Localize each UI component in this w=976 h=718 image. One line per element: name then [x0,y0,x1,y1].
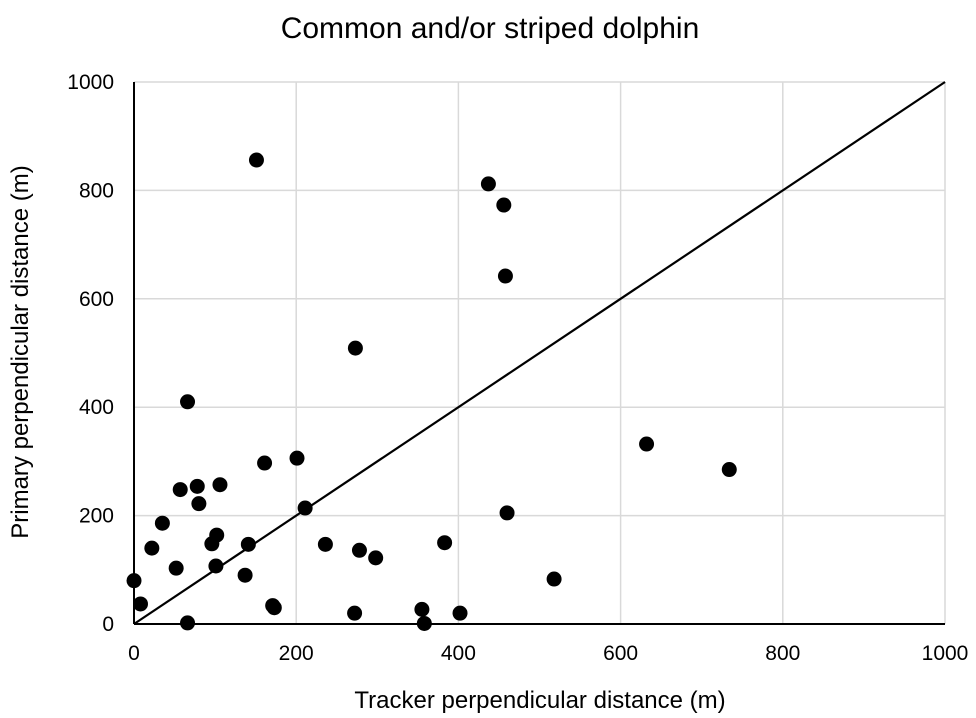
data-points [126,152,737,631]
data-point [414,601,430,617]
data-point [497,268,513,284]
x-tick-label: 200 [279,642,314,665]
data-point [126,573,142,589]
data-point [416,615,432,631]
data-point [172,482,188,498]
reference-line [133,81,946,625]
data-point [240,536,256,552]
data-point [248,152,264,168]
data-point [289,450,305,466]
data-point [154,515,170,531]
data-point [499,505,515,521]
data-point [212,477,228,493]
data-point [297,500,313,516]
data-point [480,176,496,192]
data-point [237,567,253,583]
data-point [546,571,562,587]
data-point [180,615,196,631]
data-point [189,478,205,494]
data-point [132,596,148,612]
tick-labels: 0 200 400 600 800 1000 0 200 400 600 800 1000 [67,71,968,665]
y-tick-label: 800 [79,179,114,202]
y-tick-label: 200 [79,505,114,528]
data-point [721,462,737,478]
y-tick-label: 0 [102,613,114,636]
grid [134,81,946,624]
data-point [437,535,453,551]
x-tick-label: 800 [765,642,800,665]
data-point [347,605,363,621]
data-point [209,527,225,543]
x-tick-label: 400 [441,642,476,665]
data-point [257,455,273,471]
reference-line-layer [133,81,946,625]
data-point [368,550,384,566]
data-point [180,394,196,410]
data-point [496,197,512,213]
data-point [191,496,207,512]
y-tick-label: 400 [79,396,114,419]
data-point [168,560,184,576]
x-tick-label: 1000 [922,642,969,665]
y-tick-label: 1000 [67,71,114,94]
data-point [144,540,160,556]
chart-title: Common and/or striped dolphin [281,12,700,45]
y-axis-label: Primary perpendicular distance (m) [7,165,34,538]
data-point [452,605,468,621]
axes [133,82,945,625]
data-point [351,542,367,558]
x-tick-label: 0 [128,642,140,665]
data-point [208,558,224,574]
data-point [639,436,655,452]
y-tick-label: 600 [79,288,114,311]
data-point [266,600,282,616]
x-axis-label: Tracker perpendicular distance (m) [354,687,725,714]
data-point [347,340,363,356]
data-point [317,536,333,552]
x-tick-label: 600 [603,642,638,665]
